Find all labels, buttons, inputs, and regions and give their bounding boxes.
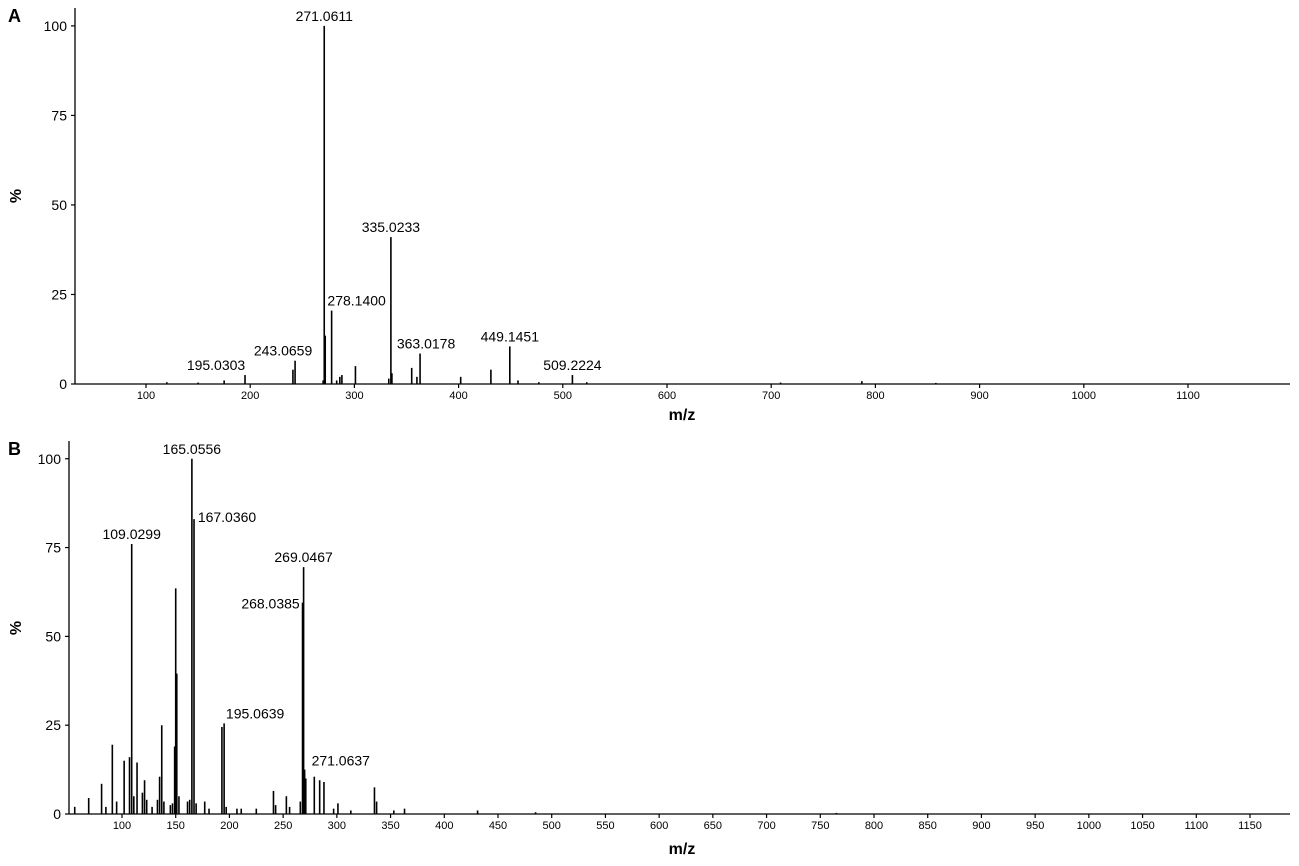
panel-b-peak-annotation-3: 269.0467: [274, 549, 333, 565]
panel-b-xtick-label-600: 600: [650, 820, 668, 832]
panel-a-spectrum: A % m/z 0 25 50 75 100 100 200 300 400 500 600 700 8…: [8, 6, 1290, 424]
panel-a-label: A: [8, 6, 21, 26]
panel-a-xtick-label-900: 900: [970, 390, 988, 402]
panel-b-peak-annotation-1: 167.0360: [198, 509, 257, 525]
panel-b-ytick-label-50: 50: [45, 628, 61, 644]
panel-b-peak-annotation-6: 271.0637: [312, 752, 371, 768]
panel-a-ytick-label-75: 75: [51, 107, 67, 123]
panel-b-xtick-label-950: 950: [1026, 820, 1044, 832]
panel-b-spectrum: B % m/z 0 25 50 75 100 100 150 200 250 300 350 400 4…: [8, 439, 1290, 858]
panel-b-xtick-label-500: 500: [543, 820, 561, 832]
panel-a-xlabel: m/z: [669, 407, 696, 424]
panel-a-ytick-label-25: 25: [51, 286, 67, 302]
panel-a-peak-annotation-7: 509.2224: [543, 357, 602, 373]
panel-a-annotations: 271.0611 335.0233 278.1400 243.0659 195.0303…: [187, 8, 602, 373]
panel-a-xtick-label-600: 600: [658, 390, 676, 402]
panel-a-ytick-label-100: 100: [44, 18, 68, 34]
panel-b-ytick-label-75: 75: [45, 540, 61, 556]
panel-b-ytick-label-25: 25: [45, 717, 61, 733]
panel-b-xtick-label-550: 550: [596, 820, 614, 832]
panel-b-xtick-label-1000: 1000: [1077, 820, 1101, 832]
panel-a-peak-annotation-4: 195.0303: [187, 357, 246, 373]
panel-a-ylabel: %: [8, 189, 25, 203]
panel-a-ytick-label-0: 0: [59, 376, 67, 392]
panel-a-peak-annotation-0: 271.0611: [296, 8, 354, 24]
panel-a-xtick-label-1000: 1000: [1072, 390, 1096, 402]
panel-a-xtick-label-700: 700: [762, 390, 780, 402]
panel-b-axes: 0 25 50 75 100 100 150 200 250 300 350 400 450 500 550…: [38, 441, 1290, 832]
panel-a-xtick-label-200: 200: [241, 390, 259, 402]
panel-b-xtick-label-350: 350: [381, 820, 399, 832]
panel-a-xtick-label-300: 300: [345, 390, 363, 402]
panel-a-xtick-label-100: 100: [137, 390, 155, 402]
panel-a-xtick-label-800: 800: [866, 390, 884, 402]
panel-a-xtick-label-500: 500: [554, 390, 572, 402]
panel-b-peak-annotation-2: 109.0299: [102, 526, 161, 542]
panel-b-xtick-label-750: 750: [811, 820, 829, 832]
panel-b-annotations: 165.0556 167.0360 109.0299 269.0467 268.0385…: [102, 441, 370, 769]
panel-b-xtick-label-1150: 1150: [1238, 820, 1262, 832]
panel-b-xtick-label-250: 250: [274, 820, 292, 832]
panel-b-xtick-label-150: 150: [167, 820, 185, 832]
panel-a-axes: 0 25 50 75 100 100 200 300 400 500 600 700 800 900 100…: [44, 8, 1290, 402]
panel-b-xlabel: m/z: [669, 841, 696, 858]
panel-a-peaks: [166, 25, 937, 384]
panel-b-label: B: [8, 439, 21, 459]
panel-a-peak-annotation-3: 243.0659: [254, 343, 313, 359]
panel-b-xtick-label-1100: 1100: [1184, 820, 1208, 832]
panel-b-peaks: [73, 458, 838, 814]
panel-b-xtick-label-200: 200: [220, 820, 238, 832]
panel-b-xtick-label-800: 800: [865, 820, 883, 832]
panel-b-ytick-label-100: 100: [38, 451, 62, 467]
panel-b-xtick-label-1050: 1050: [1130, 820, 1154, 832]
panel-a-peak-annotation-2: 278.1400: [327, 293, 386, 309]
panel-b-ylabel: %: [8, 621, 25, 635]
panel-b-xtick-label-650: 650: [704, 820, 722, 832]
panel-b-ytick-label-0: 0: [53, 806, 61, 822]
panel-b-peak-annotation-4: 268.0385: [241, 596, 300, 612]
panel-b-xtick-label-850: 850: [919, 820, 937, 832]
panel-a-peak-annotation-1: 335.0233: [362, 219, 421, 235]
panel-b-xtick-label-300: 300: [328, 820, 346, 832]
panel-b-xtick-label-700: 700: [757, 820, 775, 832]
panel-a-peak-annotation-6: 449.1451: [481, 328, 540, 344]
panel-b-xtick-label-400: 400: [435, 820, 453, 832]
panel-a-xtick-label-1100: 1100: [1176, 390, 1200, 402]
panel-b-peak-annotation-5: 195.0639: [226, 705, 285, 721]
panel-a-peak-annotation-5: 363.0178: [397, 336, 456, 352]
panel-a-ytick-label-50: 50: [51, 197, 67, 213]
panel-b-peak-annotation-0: 165.0556: [163, 441, 222, 457]
panel-b-xtick-label-450: 450: [489, 820, 507, 832]
panel-b-xtick-label-100: 100: [113, 820, 131, 832]
panel-a-xtick-label-400: 400: [449, 390, 467, 402]
panel-b-xtick-label-900: 900: [972, 820, 990, 832]
